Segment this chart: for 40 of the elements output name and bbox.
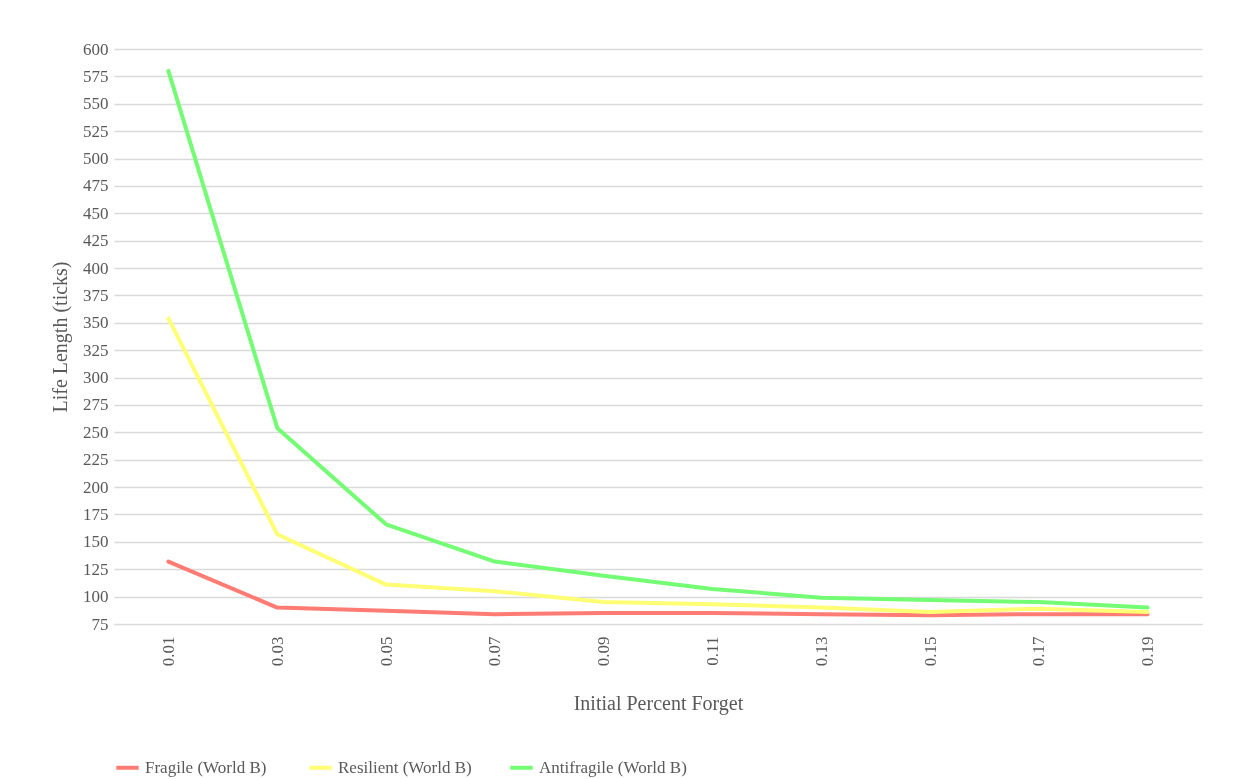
y-tick-label: 450 — [83, 203, 109, 223]
y-tick-label: 350 — [83, 313, 109, 333]
x-tick-label: 0.09 — [594, 636, 614, 667]
legend-label: Resilient (World B) — [338, 757, 472, 777]
y-tick-label: 425 — [83, 231, 109, 251]
y-tick-label: 250 — [83, 422, 109, 442]
y-tick-label: 500 — [83, 149, 109, 169]
x-tick-label: 0.11 — [702, 636, 722, 666]
y-tick-label: 200 — [83, 477, 109, 497]
y-tick-label: 175 — [83, 504, 109, 524]
y-tick-label: 300 — [83, 368, 109, 388]
y-tick-label: 475 — [83, 176, 109, 196]
legend-label: Antifragile (World B) — [539, 757, 687, 777]
x-tick-label: 0.01 — [158, 636, 178, 667]
x-tick-label: 0.13 — [811, 636, 831, 667]
x-tick-label: 0.17 — [1029, 636, 1049, 667]
y-tick-label: 325 — [83, 340, 109, 360]
y-tick-label: 575 — [83, 66, 109, 86]
y-tick-label: 375 — [83, 285, 109, 305]
x-tick-label: 0.07 — [485, 636, 505, 667]
y-axis-title: Life Length (ticks) — [49, 261, 72, 413]
y-tick-label: 400 — [83, 258, 109, 278]
line-series — [166, 68, 1150, 610]
legend-label: Fragile (World B) — [145, 757, 267, 777]
y-tick-label: 100 — [83, 587, 109, 607]
x-tick-label: 0.19 — [1138, 636, 1158, 667]
x-tick-label: 0.03 — [267, 636, 287, 667]
y-tick-label: 125 — [83, 559, 109, 579]
y-tick-label: 75 — [91, 614, 109, 634]
line-series — [166, 316, 1150, 614]
y-tick-label: 525 — [83, 121, 109, 141]
x-tick-label: 0.05 — [376, 636, 396, 667]
y-tick-label: 550 — [83, 94, 109, 114]
y-tick-label: 600 — [83, 39, 109, 59]
y-tick-label: 150 — [83, 532, 109, 552]
line-series — [166, 559, 1150, 618]
y-tick-label: 275 — [83, 395, 109, 415]
x-tick-label: 0.15 — [920, 636, 940, 667]
x-axis-title: Initial Percent Forget — [573, 692, 744, 716]
y-tick-label: 225 — [83, 450, 109, 470]
